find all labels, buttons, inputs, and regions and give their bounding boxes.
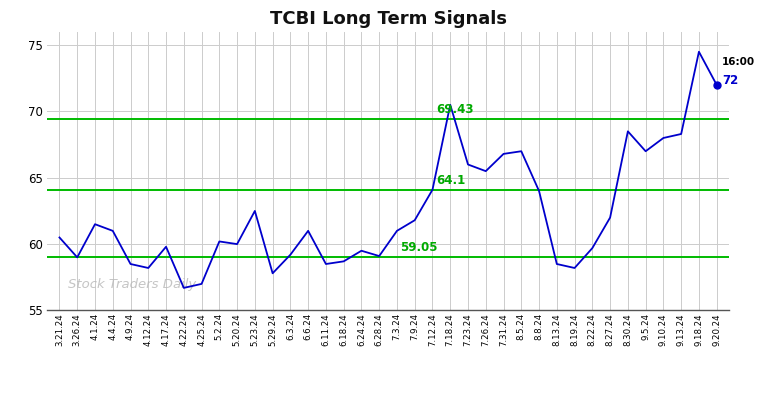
Text: Stock Traders Daily: Stock Traders Daily	[67, 278, 196, 291]
Title: TCBI Long Term Signals: TCBI Long Term Signals	[270, 10, 506, 27]
Text: 16:00: 16:00	[722, 57, 755, 67]
Text: 64.1: 64.1	[436, 174, 465, 187]
Text: 69.43: 69.43	[436, 103, 474, 116]
Text: 59.05: 59.05	[401, 241, 438, 254]
Text: 72: 72	[722, 74, 739, 87]
